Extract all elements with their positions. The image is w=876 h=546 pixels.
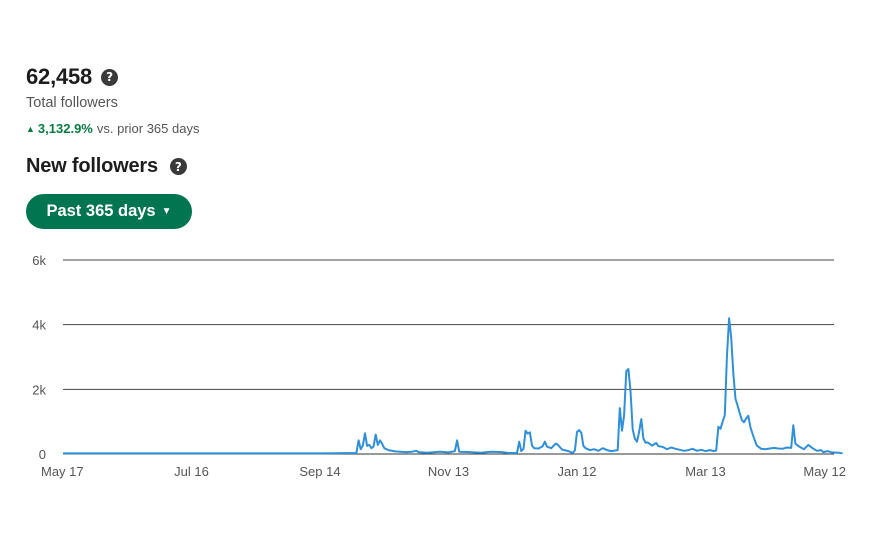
section-title: New followers [26, 155, 158, 177]
question-circle-icon[interactable]: ? [101, 68, 119, 86]
date-range-label: Past 365 days [46, 202, 156, 220]
x-tick-label: Jan 12 [557, 464, 596, 479]
x-tick-label: Nov 13 [428, 464, 469, 479]
change-row: ▲ 3,132.9% vs. prior 365 days [26, 121, 199, 136]
triangle-up-icon: ▲ [26, 123, 35, 134]
total-followers-row: 62,458 ? [26, 64, 119, 90]
y-tick-label: 4k [32, 318, 46, 333]
y-tick-label: 0 [39, 447, 46, 462]
x-tick-label: May 12 [803, 464, 846, 479]
x-tick-label: Sep 14 [299, 464, 340, 479]
x-tick-label: Mar 13 [685, 464, 725, 479]
series-line [63, 317, 843, 455]
change-label: vs. prior 365 days [96, 121, 200, 136]
section-header: New followers ? [26, 155, 187, 178]
x-tick-label: Jul 16 [174, 464, 209, 479]
date-range-dropdown[interactable]: Past 365 days ▼ [26, 194, 192, 229]
new-followers-chart: 0 2k 4k 6k May 17 Jul 16 Sep 14 Nov 13 Jan 12 Ma… [32, 253, 846, 479]
total-followers-label: Total followers [26, 95, 118, 111]
total-followers-value: 62,458 [26, 64, 93, 89]
y-tick-label: 2k [32, 382, 46, 397]
question-circle-icon[interactable]: ? [169, 158, 187, 175]
y-tick-label: 6k [32, 253, 46, 268]
x-tick-label: May 17 [41, 464, 84, 479]
change-value: 3,132.9% [37, 121, 93, 136]
caret-down-icon: ▼ [161, 206, 172, 217]
